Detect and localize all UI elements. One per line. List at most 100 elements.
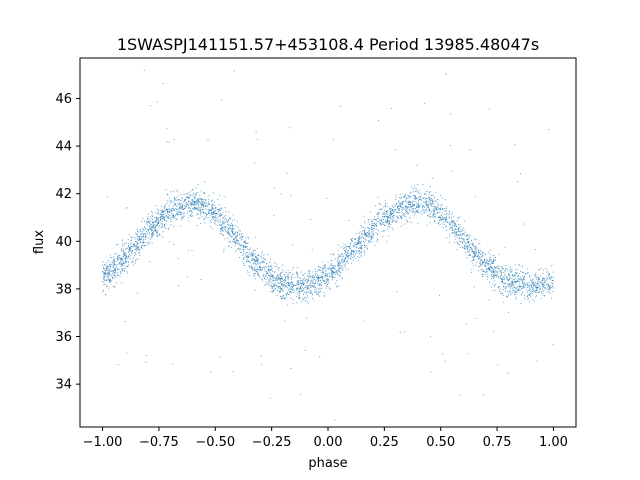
data-point: [164, 220, 166, 222]
data-point: [490, 270, 493, 272]
data-point: [342, 269, 344, 271]
data-point: [509, 277, 511, 279]
data-point: [142, 233, 144, 235]
data-point: [351, 250, 353, 252]
data-point: [422, 205, 424, 207]
data-point: [207, 201, 209, 203]
data-point: [335, 268, 337, 270]
data-point: [518, 273, 520, 275]
data-point: [256, 256, 258, 258]
data-point: [124, 257, 126, 259]
data-point: [375, 224, 377, 226]
data-point: [254, 260, 256, 262]
data-point: [139, 230, 141, 232]
data-point: [408, 204, 410, 206]
data-point: [211, 200, 213, 202]
data-point: [119, 272, 121, 274]
data-point: [538, 268, 540, 271]
data-point: [430, 336, 432, 338]
data-point: [410, 201, 412, 203]
data-point: [308, 269, 310, 271]
data-point: [368, 230, 370, 232]
y-tick-label: 40: [55, 235, 72, 250]
data-point: [110, 263, 112, 265]
data-point: [509, 284, 511, 286]
data-point: [501, 275, 503, 277]
data-point: [473, 253, 475, 255]
data-point: [197, 202, 200, 204]
data-point: [201, 211, 203, 213]
data-point: [465, 323, 467, 325]
data-point: [232, 238, 234, 240]
data-point: [198, 205, 200, 207]
data-point: [206, 214, 208, 216]
data-point: [386, 218, 388, 220]
data-point: [497, 268, 500, 270]
data-point: [343, 265, 345, 267]
data-point: [470, 271, 472, 273]
data-point: [220, 207, 222, 209]
data-point: [550, 276, 552, 278]
data-point: [296, 289, 298, 291]
data-point: [319, 295, 321, 297]
data-point: [406, 219, 408, 221]
data-point: [132, 258, 134, 260]
data-point: [275, 284, 277, 286]
data-point: [497, 267, 499, 269]
data-point: [138, 237, 140, 239]
data-point: [511, 287, 513, 289]
data-point: [497, 364, 499, 366]
data-point: [468, 236, 470, 238]
data-point: [171, 363, 174, 365]
data-point: [253, 274, 255, 276]
data-point: [287, 269, 289, 272]
data-point: [360, 241, 362, 243]
data-point: [195, 208, 197, 210]
data-point: [425, 202, 428, 204]
data-point: [471, 263, 473, 265]
data-point: [284, 279, 286, 281]
data-point: [407, 204, 409, 206]
data-point: [543, 278, 545, 280]
data-point: [457, 229, 460, 231]
data-point: [349, 242, 351, 244]
data-point: [182, 204, 184, 206]
data-point: [292, 290, 294, 292]
data-point: [339, 267, 342, 270]
data-point: [372, 231, 374, 233]
data-point: [131, 252, 133, 254]
data-point: [389, 210, 391, 212]
data-point: [479, 260, 481, 262]
data-point: [469, 249, 471, 251]
data-point: [462, 227, 464, 229]
data-point: [420, 211, 422, 213]
data-point: [224, 226, 226, 228]
data-point: [289, 291, 291, 293]
data-point: [160, 216, 162, 218]
data-point: [141, 236, 143, 238]
data-point: [340, 255, 342, 257]
data-point: [369, 236, 371, 238]
data-point: [363, 234, 366, 236]
data-point: [343, 243, 345, 245]
data-point: [206, 205, 208, 207]
data-point: [510, 286, 512, 288]
data-point: [532, 293, 534, 295]
data-point: [129, 253, 131, 256]
data-point: [123, 264, 125, 267]
data-point: [147, 230, 149, 232]
data-point: [316, 279, 318, 281]
data-point: [408, 200, 410, 202]
data-point: [516, 291, 518, 293]
data-point: [304, 280, 306, 282]
data-point: [196, 225, 198, 227]
data-point: [202, 204, 204, 206]
data-point: [195, 203, 198, 205]
data-point: [168, 241, 171, 243]
data-point: [508, 291, 510, 293]
data-point: [167, 211, 169, 213]
data-point: [204, 216, 206, 218]
data-point: [478, 257, 480, 259]
data-point: [188, 216, 190, 218]
data-point: [149, 105, 152, 107]
